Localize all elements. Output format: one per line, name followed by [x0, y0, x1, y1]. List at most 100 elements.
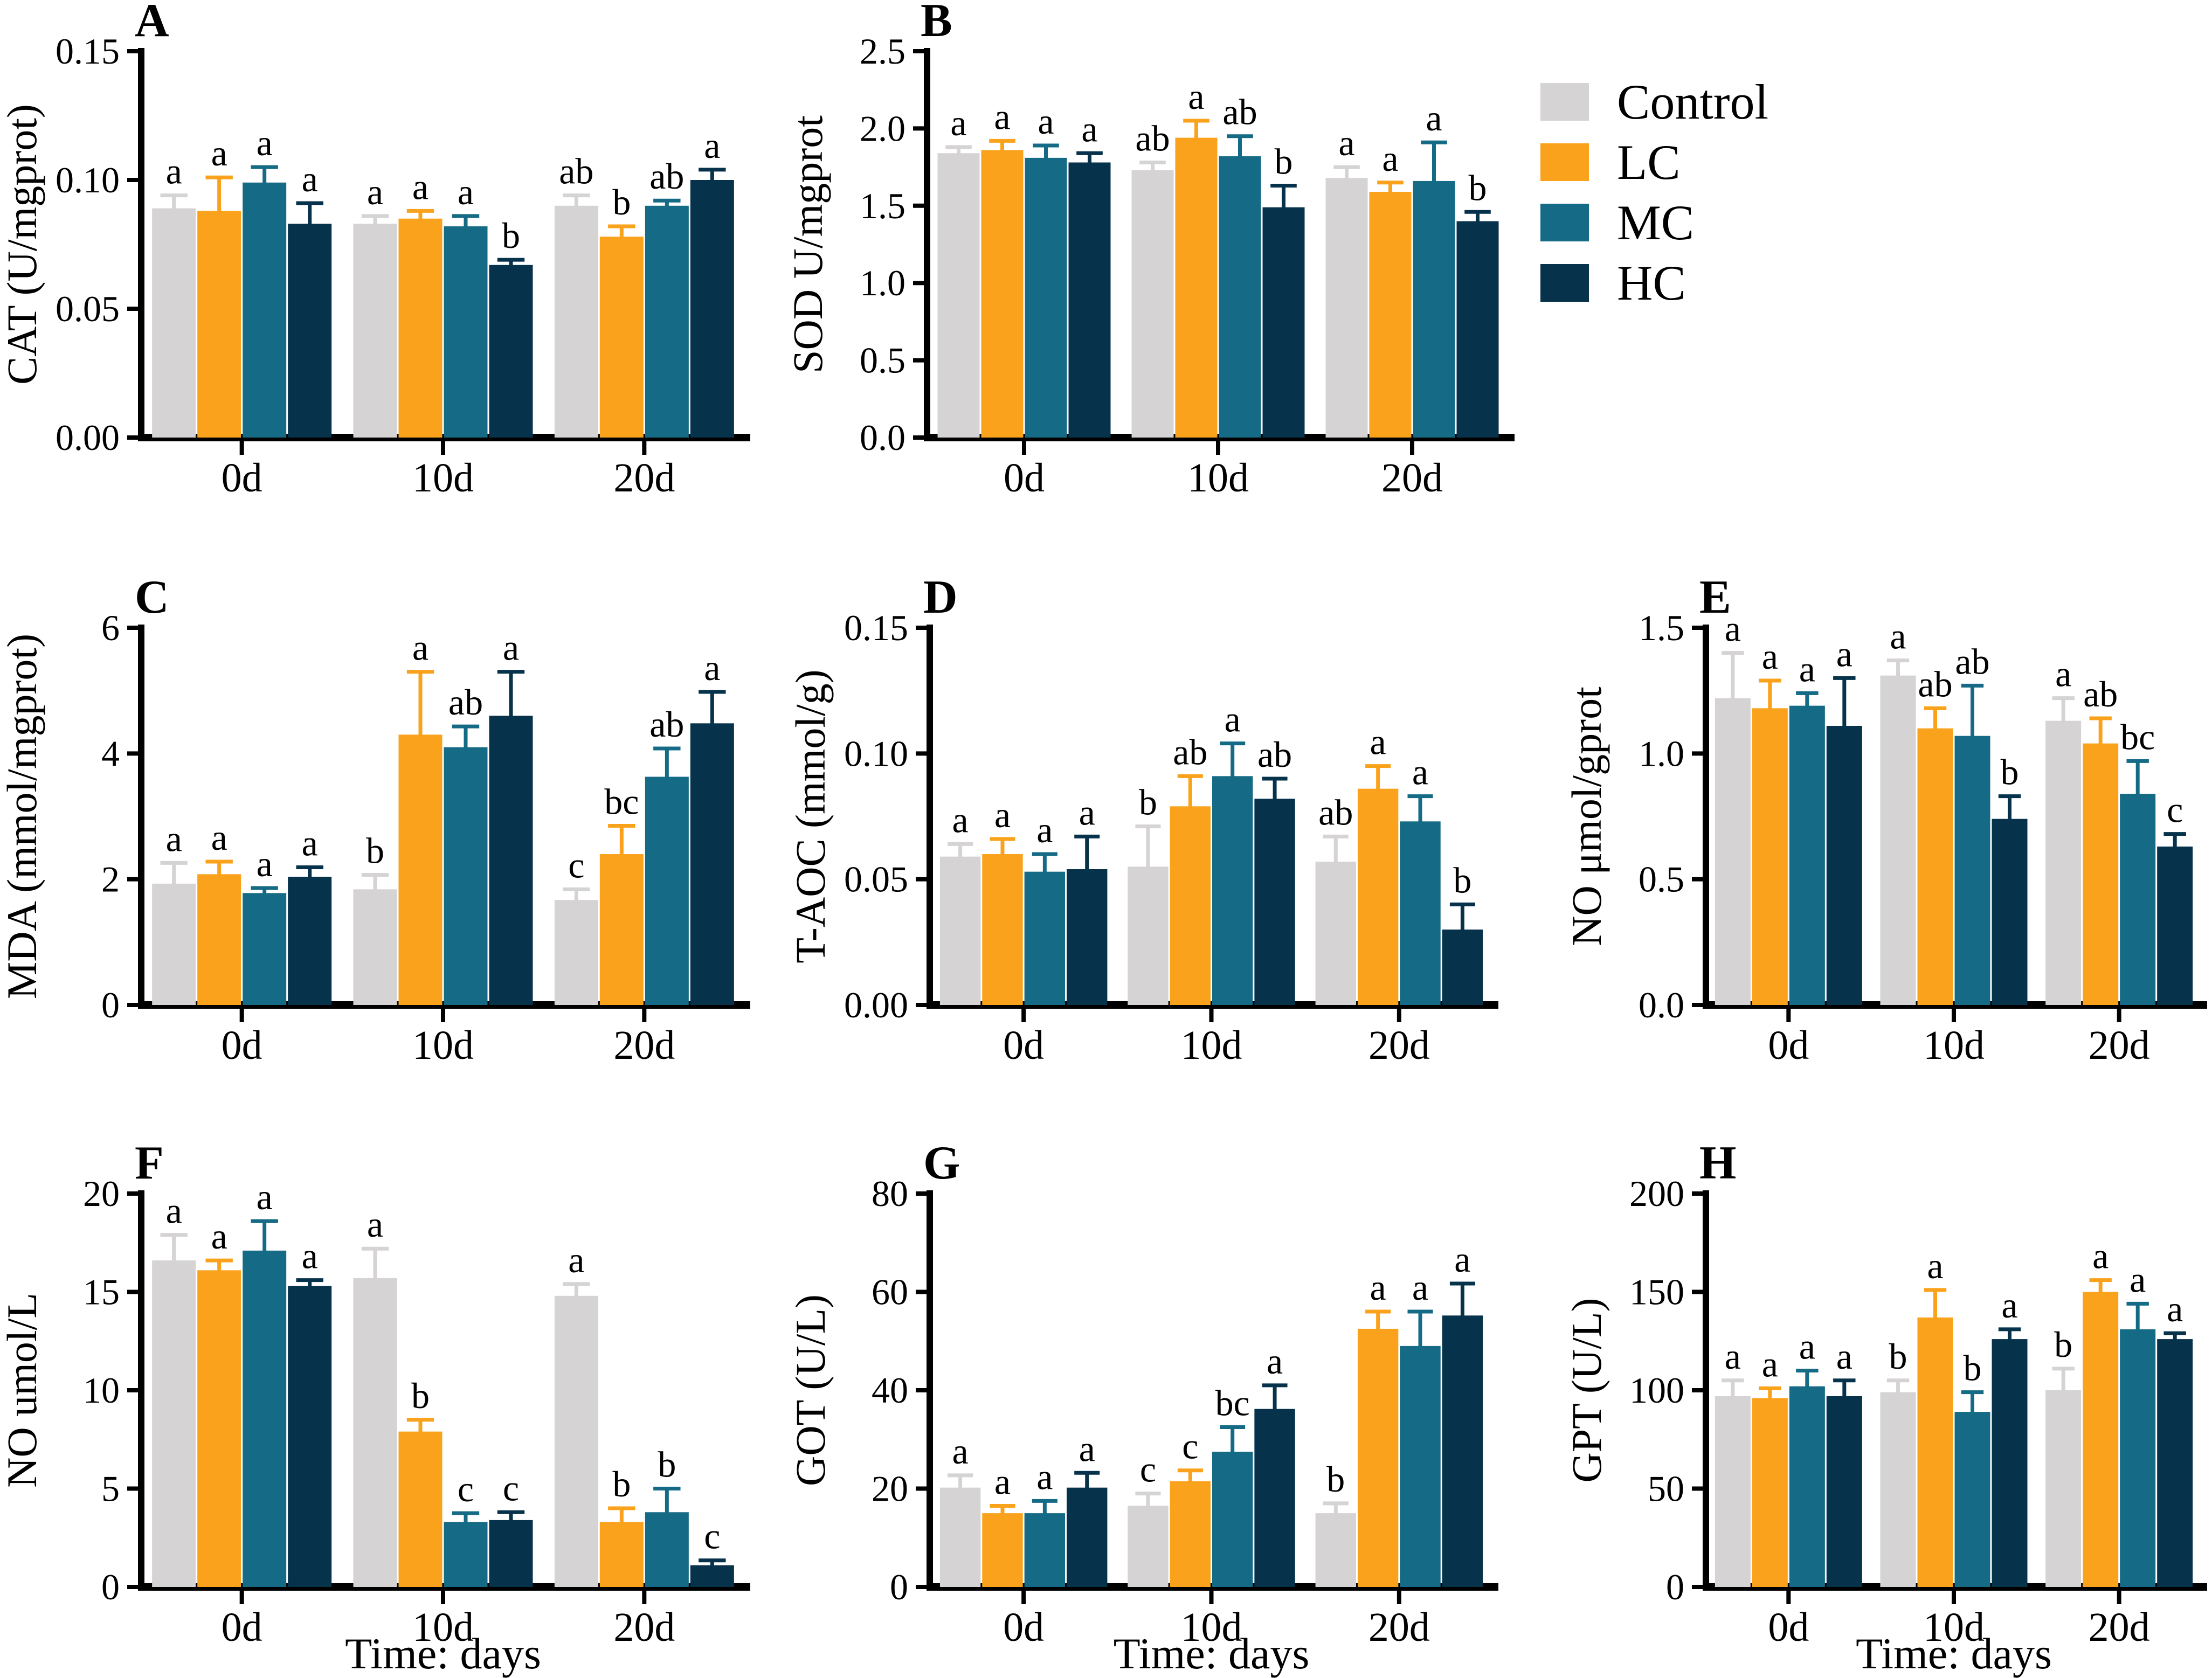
sig-letter: a: [1225, 699, 1241, 740]
bar-control-10d: [1128, 1506, 1169, 1587]
legend-label-hc: HC: [1617, 255, 1686, 310]
sig-letter: a: [2001, 1285, 2017, 1326]
bar-mc-20d: [1400, 1346, 1441, 1587]
y-tick-label: 0: [101, 1566, 120, 1607]
bar-mc-0d: [1024, 1513, 1066, 1587]
y-tick-label: 20: [872, 1468, 908, 1509]
bar-control-10d: [1880, 675, 1916, 1005]
sig-letter: b: [1326, 1459, 1345, 1500]
bar-control-20d: [2045, 720, 2082, 1005]
sig-letter: a: [994, 96, 1010, 137]
y-tick-label: 40: [872, 1370, 908, 1411]
sig-letter: a: [1836, 633, 1852, 674]
bar-mc-0d: [1024, 871, 1066, 1005]
sig-letter: a: [994, 794, 1011, 835]
legend-swatch-hc: [1540, 264, 1589, 302]
panel-letter: G: [923, 1137, 960, 1189]
x-tick-label: 0d: [1003, 1023, 1044, 1068]
sig-letter: a: [1762, 636, 1778, 677]
y-tick-label: 0.00: [844, 984, 908, 1025]
sig-letter: ab: [1173, 731, 1207, 772]
y-tick-label: 1.5: [860, 185, 905, 226]
sig-letter: b: [411, 1375, 430, 1416]
sig-letter: a: [166, 151, 182, 192]
y-tick-label: 80: [872, 1173, 908, 1214]
bar-mc-20d: [2120, 794, 2156, 1005]
y-tick-label: 20: [83, 1173, 120, 1214]
bar-control-10d: [353, 224, 397, 438]
bar-hc-0d: [288, 224, 332, 438]
y-tick-label: 150: [1629, 1272, 1684, 1313]
sig-letter: c: [2167, 789, 2183, 830]
sig-letter: b: [502, 215, 520, 256]
bar-hc-10d: [489, 1520, 533, 1587]
sig-letter: ab: [2083, 674, 2118, 715]
sig-letter: bc: [2120, 716, 2155, 757]
sig-letter: b: [1469, 167, 1487, 208]
sig-letter: a: [1836, 1336, 1852, 1377]
legend-swatch-control: [1540, 83, 1589, 121]
bar-lc-10d: [398, 734, 443, 1005]
bar-control-20d: [554, 1295, 598, 1587]
bar-mc-10d: [1219, 156, 1261, 438]
y-tick-label: 4: [101, 733, 120, 774]
bar-mc-20d: [1400, 821, 1441, 1005]
bar-control-10d: [1128, 866, 1169, 1005]
sig-letter: a: [1370, 1267, 1386, 1308]
legend-item-control: Control: [1540, 77, 1768, 127]
sig-letter: a: [704, 647, 720, 688]
bar-mc-20d: [645, 1512, 689, 1587]
bar-mc-10d: [444, 747, 488, 1005]
bar-hc-20d: [1442, 930, 1483, 1005]
sig-letter: a: [952, 1431, 969, 1472]
bar-mc-20d: [645, 205, 689, 438]
legend-swatch-mc: [1540, 204, 1589, 241]
sig-letter: a: [211, 817, 227, 858]
x-tick-label: 0d: [1768, 1605, 1809, 1650]
sig-letter: a: [166, 1190, 182, 1231]
sig-letter: b: [1139, 782, 1157, 823]
bar-mc-20d: [2120, 1329, 2156, 1587]
bar-control-0d: [937, 153, 980, 438]
sig-letter: a: [1412, 752, 1428, 793]
y-tick-label: 15: [83, 1272, 120, 1313]
bar-control-10d: [1131, 170, 1174, 438]
x-tick-label: 0d: [1768, 1023, 1809, 1068]
bar-lc-10d: [398, 218, 443, 438]
sig-letter: a: [952, 799, 969, 840]
sig-letter: a: [1762, 1343, 1778, 1384]
y-tick-label: 0.15: [56, 31, 120, 72]
bar-lc-20d: [1357, 788, 1399, 1005]
y-tick-label: 2.5: [860, 31, 905, 72]
x-tick-label: 10d: [1181, 1605, 1242, 1650]
bar-lc-0d: [982, 854, 1023, 1005]
bar-control-10d: [353, 1278, 397, 1587]
bar-hc-0d: [1826, 726, 1862, 1005]
panel-letter: E: [1699, 571, 1731, 623]
sig-letter: c: [458, 1468, 474, 1509]
panel-letter: C: [135, 571, 169, 623]
bar-hc-0d: [1067, 1487, 1108, 1587]
sig-letter: a: [458, 171, 474, 212]
bar-hc-20d: [690, 180, 734, 438]
sig-letter: ab: [559, 151, 593, 192]
bar-mc-0d: [1789, 1386, 1825, 1587]
bar-control-20d: [2045, 1390, 2082, 1587]
sig-letter: a: [503, 627, 519, 668]
y-tick-label: 2: [101, 859, 120, 900]
bar-control-20d: [554, 900, 598, 1005]
y-tick-label: 1.0: [860, 262, 905, 303]
x-axis-title: Time: days: [1856, 1629, 2052, 1678]
y-axis-label: CAT (U/mgprot): [0, 104, 45, 385]
bar-hc-0d: [288, 1286, 332, 1587]
sig-letter: ab: [1318, 792, 1353, 833]
bar-lc-10d: [1175, 137, 1218, 438]
x-tick-label: 0d: [1003, 1605, 1044, 1650]
sig-letter: a: [367, 171, 383, 212]
x-tick-label: 10d: [412, 1023, 474, 1068]
bar-hc-20d: [690, 723, 734, 1005]
